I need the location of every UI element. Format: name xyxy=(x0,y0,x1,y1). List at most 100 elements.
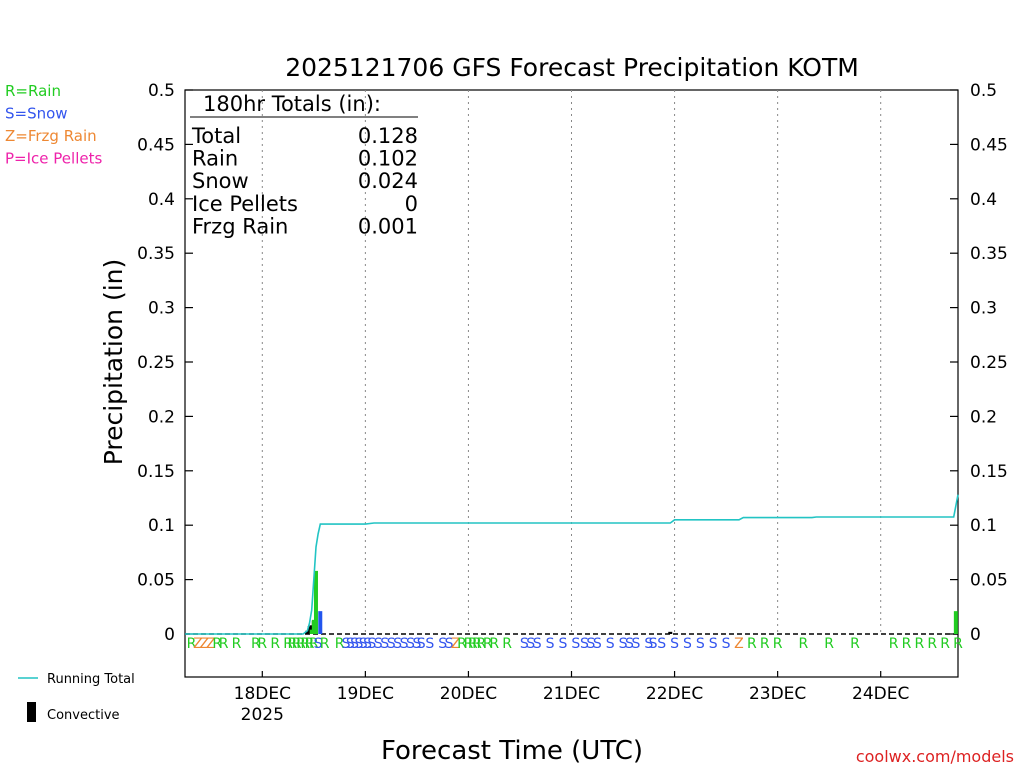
precip-type-marker: R xyxy=(902,636,912,652)
precip-type-marker: R xyxy=(476,636,486,652)
y-tick-label: 0.1 xyxy=(148,516,175,536)
series-legend: Running Total Convective xyxy=(18,672,135,723)
credit-text: coolwx.com/models xyxy=(856,747,1014,766)
vertical-grid xyxy=(261,90,882,634)
type-legend-item: R=Rain xyxy=(5,82,61,100)
precip-type-marker: S xyxy=(586,636,595,652)
precip-type-marker: S xyxy=(571,636,580,652)
precip-bar-convective xyxy=(668,631,673,634)
precip-type-marker: S xyxy=(417,636,426,652)
running-total-line xyxy=(185,494,959,635)
y-tick-label: 0.35 xyxy=(137,244,175,264)
precip-type-marker: R xyxy=(824,636,834,652)
precip-type-marker: S xyxy=(406,636,415,652)
precip-type-marker: S xyxy=(696,636,705,652)
precip-type-marker: R xyxy=(232,636,242,652)
precip-type-marker: S xyxy=(520,636,529,652)
precip-type-marker: R xyxy=(187,636,197,652)
precip-type-marker: R xyxy=(320,636,330,652)
precip-bar-convective xyxy=(305,630,310,634)
totals-row-value: 0.128 xyxy=(358,124,418,148)
precip-type-marker: Z xyxy=(193,636,203,652)
y-tick-label-right: 0.4 xyxy=(970,190,997,210)
precip-type-marker: R xyxy=(760,636,770,652)
precip-type-marker: R xyxy=(927,636,937,652)
totals-row-label: Ice Pellets xyxy=(192,192,298,216)
precip-type-marker: S xyxy=(546,636,555,652)
y-tick-label-right: 0.05 xyxy=(970,571,1008,591)
precip-type-marker: S xyxy=(354,636,363,652)
precip-type-marker: S xyxy=(526,636,535,652)
precip-type-marker: R xyxy=(489,636,499,652)
precip-type-marker: R xyxy=(335,636,345,652)
totals-row-value: 0 xyxy=(405,192,418,216)
precip-type-marker: S xyxy=(412,636,421,652)
precip-type-marker: Z xyxy=(451,636,461,652)
running-total-legend-label: Running Total xyxy=(47,672,135,687)
precip-bar-convective xyxy=(307,626,312,634)
y-tick-label-right: 0 xyxy=(970,625,981,645)
precip-type-marker: S xyxy=(683,636,692,652)
precip-type-marker: S xyxy=(445,636,454,652)
precip-type-marker: S xyxy=(374,636,383,652)
y-tick-label-right: 0.2 xyxy=(970,407,997,427)
precip-type-marker: R xyxy=(889,636,899,652)
y-tick-label-right: 0.45 xyxy=(970,135,1008,155)
precip-type-marker: R xyxy=(468,636,478,652)
precip-type-marker: S xyxy=(657,636,666,652)
precip-type-marker: S xyxy=(387,636,396,652)
precip-type-marker: S xyxy=(593,636,602,652)
precip-type-marker: R xyxy=(300,636,310,652)
totals-row-label: Snow xyxy=(192,169,249,193)
precip-type-marker: S xyxy=(606,636,615,652)
precip-type-marker: R xyxy=(305,636,315,652)
totals-row-label: Frzg Rain xyxy=(192,214,288,238)
precip-type-marker: S xyxy=(438,636,447,652)
y-tick-label: 0.2 xyxy=(148,407,175,427)
precip-type-marker: S xyxy=(380,636,389,652)
precip-type-marker: S xyxy=(346,636,355,652)
x-tick-label: 21DEC xyxy=(543,684,600,704)
precip-type-marker: S xyxy=(425,636,434,652)
precip-type-marker: R xyxy=(270,636,280,652)
type-legend-item: S=Snow xyxy=(5,105,68,123)
precip-type-marker: R xyxy=(850,636,860,652)
precip-type-marker: S xyxy=(393,636,402,652)
precip-type-marker: S xyxy=(363,636,372,652)
totals-row-label: Rain xyxy=(192,147,238,171)
totals-row-value: 0.024 xyxy=(358,169,418,193)
totals-row-label: Total xyxy=(191,124,241,148)
x-tick-label: 23DEC xyxy=(749,684,806,704)
precip-bars xyxy=(305,570,958,634)
totals-rows: Total 0.128 Rain 0.102 Snow 0.024 Ice Pellets 0… xyxy=(191,124,418,238)
y-tick-label: 0.5 xyxy=(148,81,175,101)
precip-type-marker: R xyxy=(292,636,302,652)
precip-type-marker: S xyxy=(670,636,679,652)
y-tick-label-right: 0.15 xyxy=(970,462,1008,482)
precip-type-marker: S xyxy=(709,636,718,652)
y-tick-label: 0.45 xyxy=(137,135,175,155)
precip-type-marker: R xyxy=(914,636,924,652)
y-tick-label-right: 0.25 xyxy=(970,353,1008,373)
precip-type-marker: Z xyxy=(734,636,744,652)
precip-type-marker: R xyxy=(472,636,482,652)
precip-type-marker: S xyxy=(350,636,359,652)
precip-type-marker: S xyxy=(367,636,376,652)
x-tick-label: 18DEC xyxy=(234,684,291,704)
precip-type-marker: S xyxy=(533,636,542,652)
precip-type-marker: R xyxy=(940,636,950,652)
y-tick-label: 0.05 xyxy=(137,571,175,591)
precip-type-marker: S xyxy=(644,636,653,652)
totals-row-value: 0.001 xyxy=(358,214,418,238)
precip-type-marker: S xyxy=(359,636,368,652)
type-legend-item: P=Ice Pellets xyxy=(5,150,102,168)
precip-type-marker: S xyxy=(619,636,628,652)
convective-legend-label: Convective xyxy=(47,708,120,723)
chart-title: 2025121706 GFS Forecast Precipitation KO… xyxy=(285,53,859,82)
y-tick-label: 0.4 xyxy=(148,190,175,210)
precip-type-marker: R xyxy=(483,636,493,652)
